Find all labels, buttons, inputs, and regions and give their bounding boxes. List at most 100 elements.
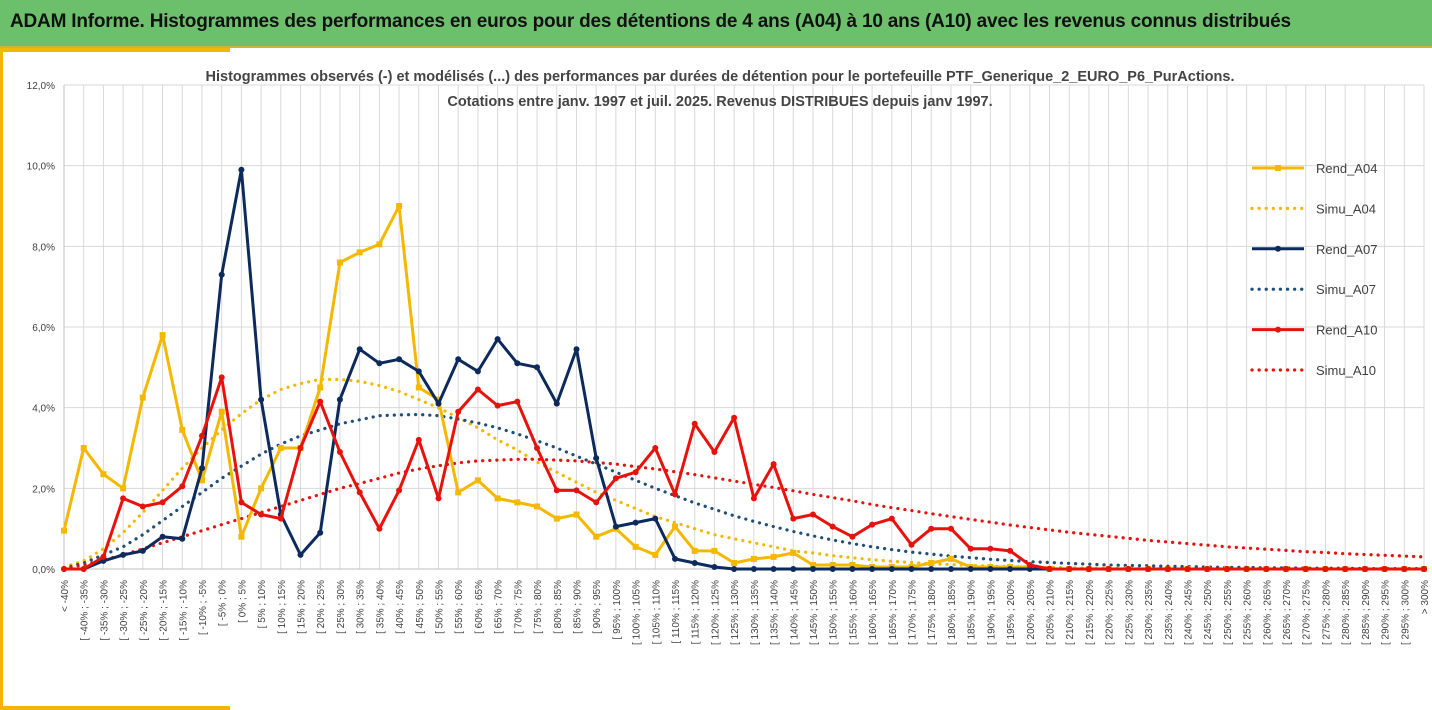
series-line-simu-a10 — [62, 457, 1426, 570]
data-point — [534, 364, 540, 371]
data-point — [573, 511, 580, 518]
data-point — [691, 547, 698, 554]
series-line-rend-a10 — [64, 375, 1424, 571]
data-point — [100, 471, 107, 478]
x-tick-label: [ 235% ; 240% — [1164, 580, 1175, 645]
data-point — [672, 555, 678, 562]
data-point — [948, 566, 954, 572]
series-line-simu-a07 — [62, 412, 1426, 571]
x-tick-label: [ 130% ; 135% — [750, 580, 761, 645]
data-point — [593, 533, 600, 540]
data-point — [277, 515, 284, 522]
data-point — [829, 523, 836, 530]
data-point — [494, 402, 501, 409]
data-point — [1342, 566, 1349, 572]
data-point — [770, 553, 777, 560]
data-point — [61, 566, 67, 572]
data-point — [455, 356, 462, 363]
data-point — [120, 551, 127, 558]
x-tick-label: [ 200% ; 205% — [1026, 580, 1037, 645]
chart-subtitle: Cotations entre janv. 1997 et juil. 2025… — [447, 94, 992, 110]
data-point — [396, 487, 403, 494]
data-point — [218, 408, 225, 415]
data-point — [258, 485, 265, 492]
x-tick-label: [ 260% ; 265% — [1262, 580, 1273, 645]
x-tick-label: [ 30% ; 35% — [356, 580, 367, 634]
x-tick-label: [ 215% ; 220% — [1085, 580, 1096, 645]
x-tick-label: [ 10% ; 15% — [277, 580, 288, 634]
data-point — [1204, 566, 1211, 572]
x-tick-label: [ 285% ; 290% — [1361, 580, 1372, 645]
x-tick-label: [ 105% ; 110% — [651, 580, 662, 644]
x-tick-label: [ -30% ; -25% — [119, 580, 130, 641]
data-point — [790, 515, 797, 522]
legend-label: Simu_A07 — [1316, 282, 1376, 297]
data-point — [1223, 566, 1230, 572]
data-point — [672, 491, 678, 498]
x-tick-label: [ 180% ; 185% — [947, 580, 958, 645]
series-layer — [61, 166, 1427, 572]
data-point — [514, 499, 521, 506]
data-point — [948, 525, 954, 532]
data-point — [199, 477, 205, 484]
data-point — [1184, 566, 1191, 572]
legend-label: Rend_A10 — [1316, 323, 1377, 338]
data-point — [376, 360, 383, 367]
y-tick-label: 6,0% — [32, 323, 55, 334]
x-axis: < -40% [ -40% ; -35% [ -35% ; -30% [ -30% ;… — [60, 580, 1431, 645]
data-point — [534, 503, 540, 510]
legend-item-rend-a04: Rend_A04 — [1252, 161, 1377, 176]
x-tick-label: [ 190% ; 195% — [986, 580, 997, 645]
data-point — [297, 445, 304, 451]
data-point — [139, 394, 146, 401]
y-tick-label: 2,0% — [32, 484, 55, 495]
legend-label: Rend_A04 — [1316, 161, 1377, 176]
data-point — [1105, 566, 1112, 572]
x-tick-label: [ 60% ; 65% — [474, 580, 485, 634]
x-tick-label: [ 170% ; 175% — [908, 580, 919, 645]
data-point — [238, 533, 245, 540]
x-tick-label: [ 15% ; 20% — [297, 580, 308, 634]
x-tick-label: [ 50% ; 55% — [434, 580, 445, 634]
data-point — [1361, 566, 1368, 572]
data-point — [238, 166, 245, 173]
data-point — [593, 455, 600, 462]
data-point — [612, 475, 619, 482]
data-point — [888, 515, 895, 522]
data-point — [829, 566, 836, 572]
data-point — [869, 566, 876, 572]
x-tick-label: [ 120% ; 125% — [710, 580, 721, 645]
data-point — [317, 398, 324, 405]
data-point — [652, 551, 659, 558]
x-tick-label: [ -35% ; -30% — [99, 580, 110, 641]
x-tick-label: [ 245% ; 250% — [1203, 580, 1214, 645]
data-point — [731, 414, 738, 421]
data-point — [711, 547, 718, 554]
x-tick-label: [ 195% ; 200% — [1006, 580, 1017, 645]
x-tick-label: [ 205% ; 210% — [1046, 580, 1057, 645]
data-point — [731, 566, 738, 572]
data-point — [435, 400, 442, 407]
chart-grid — [63, 84, 1425, 570]
data-point — [593, 499, 600, 506]
data-point — [258, 511, 265, 518]
x-tick-label: [ 45% ; 50% — [415, 580, 426, 634]
y-axis: 0,0% 2,0% 4,0% 6,0% 8,0% 10,0% 12,0% — [27, 81, 55, 576]
series-simu-a04 — [62, 377, 1426, 571]
data-point — [908, 566, 915, 572]
data-point — [1381, 566, 1388, 572]
x-tick-label: [ 70% ; 75% — [513, 580, 524, 634]
data-point — [534, 445, 540, 451]
data-point — [139, 547, 146, 554]
legend: Rend_A04 Simu_A04 Rend_A07 Simu_A07 Rend_A10… — [1250, 161, 1377, 378]
x-tick-label: [ 80% ; 85% — [553, 580, 564, 634]
series-rend-a07 — [61, 166, 1427, 572]
data-point — [415, 436, 422, 443]
page-title: ADAM Informe. Histogrammes des performan… — [10, 11, 1291, 32]
x-tick-label: [ 150% ; 155% — [829, 580, 840, 645]
x-tick-label: < -40% — [60, 580, 71, 612]
data-point — [297, 551, 304, 558]
x-tick-label: [ 265% ; 270% — [1282, 580, 1293, 645]
x-tick-label: [ 145% ; 150% — [809, 580, 820, 645]
data-point — [179, 426, 186, 433]
